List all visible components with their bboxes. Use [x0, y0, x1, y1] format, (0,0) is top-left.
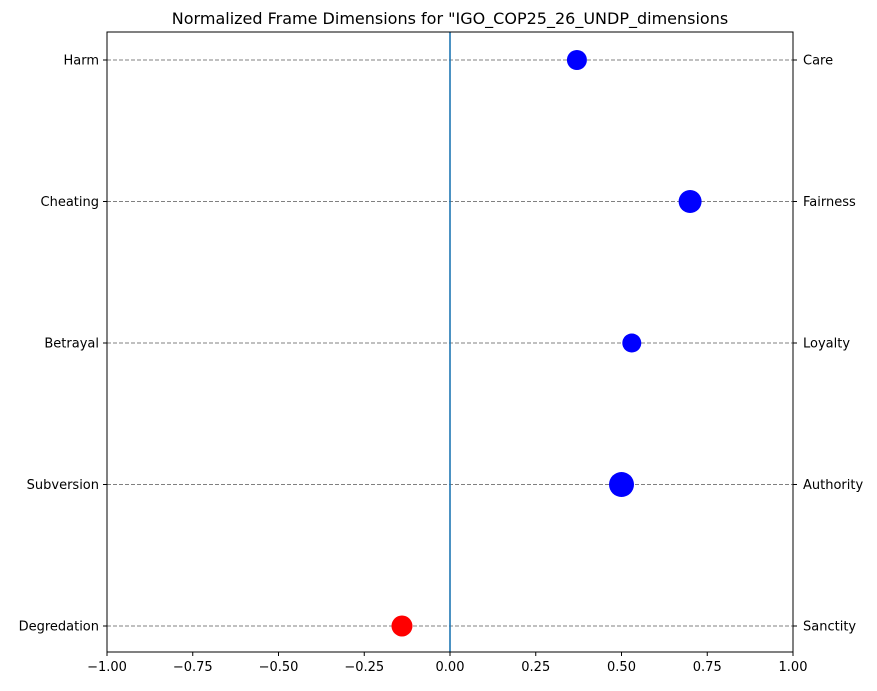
x-tick-label: 0.75 [693, 660, 722, 675]
right-axis-label: Loyalty [803, 337, 850, 352]
data-point-cheating-fairness [678, 190, 702, 213]
x-tick-label: −0.75 [173, 660, 213, 675]
x-tick-label: 0.00 [436, 660, 465, 675]
x-tick-label: −1.00 [87, 660, 127, 675]
x-tick-label: −0.50 [259, 660, 299, 675]
data-point-degredation-sanctity [391, 615, 413, 637]
data-point-subversion-authority [609, 472, 634, 497]
x-axis-ticks: −1.00 −0.75 −0.50 −0.25 0.00 0.25 0.50 0.75 1.00 [87, 652, 807, 675]
left-axis-labels: Harm Cheating Betrayal Subversion Degredatio… [19, 54, 107, 635]
data-point-harm-care [566, 50, 587, 70]
right-axis-label: Sanctity [803, 620, 856, 635]
right-axis-label: Fairness [803, 195, 856, 210]
data-points [391, 50, 702, 637]
x-tick-label: 0.50 [607, 660, 636, 675]
left-axis-label: Betrayal [44, 337, 99, 352]
left-axis-label: Cheating [41, 195, 99, 210]
x-tick-label: −0.25 [344, 660, 384, 675]
chart-title: Normalized Frame Dimensions for "IGO_COP… [172, 9, 728, 29]
left-axis-label: Harm [63, 54, 99, 69]
x-tick-label: 0.25 [521, 660, 550, 675]
data-point-betrayal-loyalty [622, 333, 642, 353]
left-axis-label: Degredation [19, 620, 99, 635]
right-axis-labels: Care Fairness Loyalty Authority Sanctity [793, 54, 863, 635]
right-axis-label: Care [803, 54, 833, 69]
left-axis-label: Subversion [27, 478, 99, 493]
x-tick-label: 1.00 [779, 660, 808, 675]
right-axis-label: Authority [803, 478, 863, 493]
